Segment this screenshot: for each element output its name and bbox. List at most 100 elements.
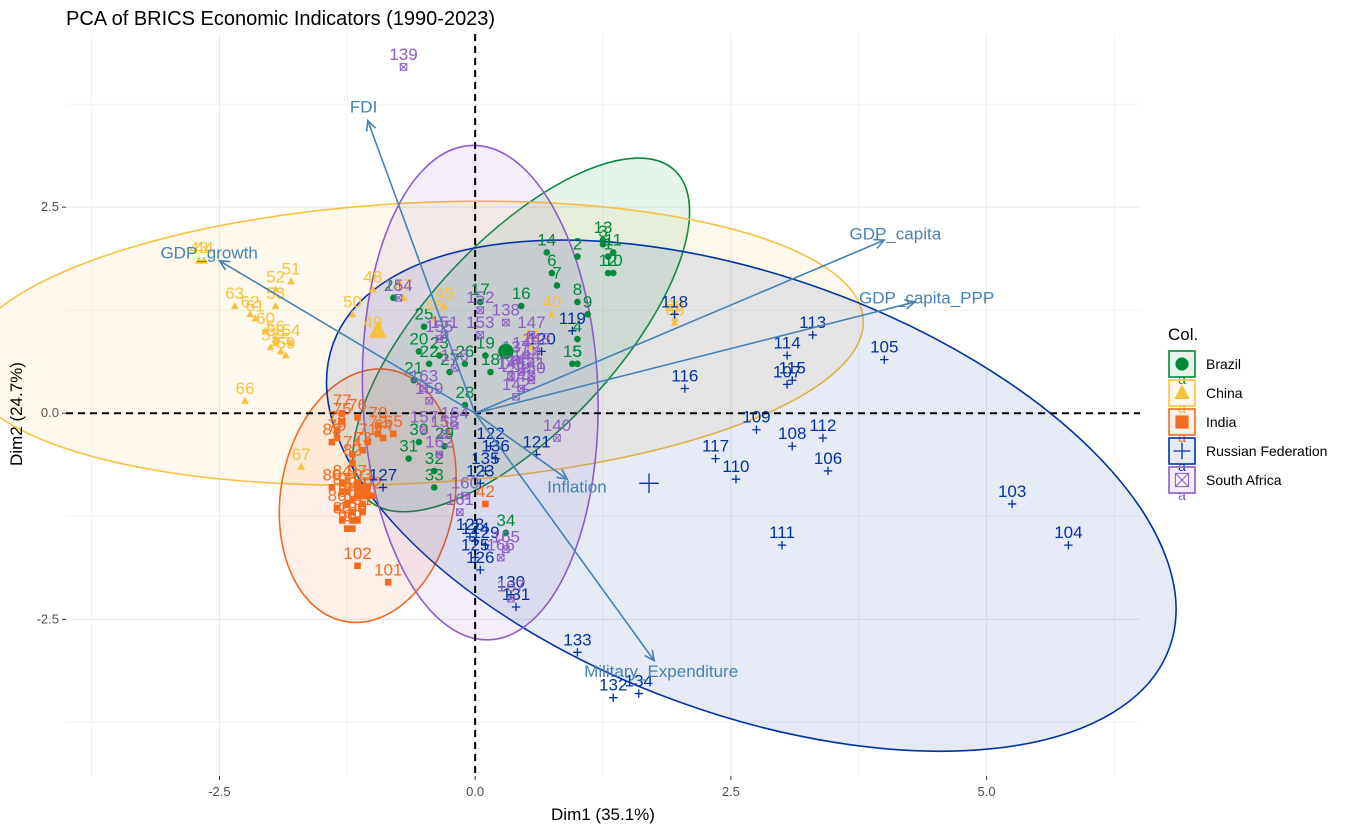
point-label: 93 [353, 465, 372, 484]
point-label: 96 [338, 470, 357, 489]
point-marker [711, 454, 720, 463]
point-marker [435, 450, 444, 459]
point-label: 153 [466, 313, 494, 332]
point-label: 70 [369, 404, 388, 423]
point-marker [384, 578, 392, 586]
point-marker [364, 438, 372, 446]
point-label: 66 [236, 379, 255, 398]
point-label: 47 [394, 276, 413, 295]
legend-label: Brazil [1206, 356, 1241, 372]
point-marker [410, 376, 418, 384]
point-marker [333, 426, 341, 434]
x-axis-title: Dim1 (35.1%) [551, 805, 655, 824]
point-marker [609, 693, 618, 702]
point-marker [435, 335, 444, 343]
point-marker [338, 409, 346, 417]
point-marker [752, 425, 761, 434]
point-label: 115 [779, 358, 806, 377]
point-label: 67 [292, 445, 311, 464]
point-label: 76 [348, 395, 367, 414]
point-marker [670, 310, 679, 319]
x-tick-label: 5.0 [978, 784, 996, 799]
variable-label: Inflation [547, 477, 607, 496]
point-label: 58 [266, 321, 285, 340]
point-marker [338, 480, 346, 487]
point-marker [333, 434, 341, 442]
point-label: 130 [497, 573, 525, 592]
point-marker [461, 360, 469, 368]
point-marker [348, 310, 357, 318]
point-marker [349, 517, 356, 524]
point-marker [1175, 357, 1189, 371]
point-label: 110 [722, 457, 749, 476]
point-label: 149 [512, 334, 540, 353]
point-marker [498, 343, 514, 360]
point-marker [507, 594, 515, 603]
point-marker [491, 454, 500, 463]
point-label: 69 [665, 296, 684, 315]
variable-label: FDI [350, 97, 377, 116]
point-marker [670, 318, 679, 326]
point-marker [517, 302, 525, 310]
point-label: 152 [466, 288, 494, 307]
point-label: 22 [420, 342, 439, 361]
point-label: 109 [742, 408, 770, 427]
point-marker [547, 310, 556, 318]
point-label: 52 [266, 268, 285, 287]
y-axis-title: Dim2 (24.7%) [7, 362, 26, 466]
point-marker [338, 517, 346, 524]
point-marker [1173, 442, 1191, 460]
point-label: 24 [384, 276, 403, 295]
point-marker [430, 467, 438, 475]
point-marker [777, 540, 787, 550]
point-marker [354, 483, 371, 500]
point-marker [574, 360, 581, 368]
point-marker [271, 301, 280, 310]
point-marker [574, 298, 581, 306]
point-label: 16 [512, 284, 531, 303]
point-marker [511, 602, 521, 612]
point-label: 82 [343, 441, 362, 460]
point-label: 4 [573, 317, 582, 336]
point-marker [359, 508, 366, 516]
point-marker [731, 475, 741, 484]
point-marker [251, 314, 260, 322]
point-marker [782, 380, 792, 389]
point-marker [368, 285, 377, 293]
point-marker [465, 532, 475, 542]
point-marker [343, 525, 351, 532]
point-label: 13 [594, 218, 613, 237]
point-label: 10 [604, 251, 623, 270]
point-label: 121 [522, 432, 550, 451]
point-marker [390, 430, 397, 438]
point-marker [481, 540, 490, 550]
chart-title: PCA of BRICS Economic Indicators (1990-2… [66, 8, 495, 30]
point-label: 79 [328, 416, 347, 435]
point-label: 12 [599, 251, 618, 270]
point-label: 129 [471, 523, 499, 542]
point-label: 25 [415, 305, 434, 324]
point-marker [574, 335, 581, 343]
point-marker [470, 553, 480, 562]
point-label: 68 [665, 301, 684, 320]
point-label: 116 [671, 367, 698, 386]
point-marker [1174, 384, 1190, 399]
point-marker [553, 434, 561, 442]
point-label: 9 [583, 292, 592, 311]
point-marker [425, 397, 433, 405]
point-marker [527, 376, 536, 385]
point-label: 73 [353, 428, 372, 447]
variable-label: Military_Expenditure [584, 662, 738, 681]
point-label: 128 [456, 515, 484, 534]
plot-panel: -2.5 0.0 2.5 5.0-2.50.02.512345678910111213… [0, 34, 1177, 799]
point-label: 1 [603, 235, 612, 254]
point-marker [584, 311, 591, 318]
point-label: 97 [348, 461, 367, 480]
legend-key-letter: a [1178, 487, 1186, 503]
point-marker [476, 331, 485, 339]
point-marker [374, 422, 382, 429]
point-marker [450, 421, 459, 430]
point-label: 62 [241, 292, 260, 311]
point-marker [415, 348, 423, 355]
legend-key-letter: a [1178, 400, 1186, 416]
